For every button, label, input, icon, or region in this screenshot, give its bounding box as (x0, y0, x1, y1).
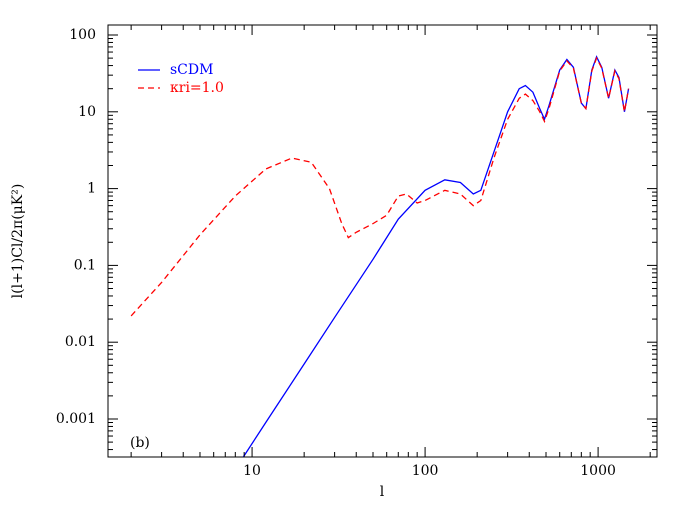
y-tick-label: 1 (87, 181, 96, 197)
y-tick-label: 10 (78, 104, 96, 120)
x-axis-label: l (380, 484, 385, 500)
series-line (130, 56, 630, 317)
x-tick-label: 100 (412, 463, 439, 479)
x-tick-label: 1000 (580, 463, 616, 479)
y-tick-label: 0.01 (65, 334, 96, 350)
series-line (242, 55, 630, 457)
lines (130, 55, 630, 457)
plot-frame (107, 24, 658, 458)
legend-label: κri=1.0 (170, 80, 224, 96)
x-tick-label: 10 (243, 463, 261, 479)
y-axis-label: l(l+1)Cl/2π(μK²) (10, 184, 26, 299)
y-tick-label: 0.1 (74, 257, 96, 273)
legend-label: sCDM (170, 62, 213, 78)
annotation: (b) (130, 435, 150, 451)
y-tick-label: 100 (69, 27, 96, 43)
y-tick-label: 0.001 (56, 411, 96, 427)
